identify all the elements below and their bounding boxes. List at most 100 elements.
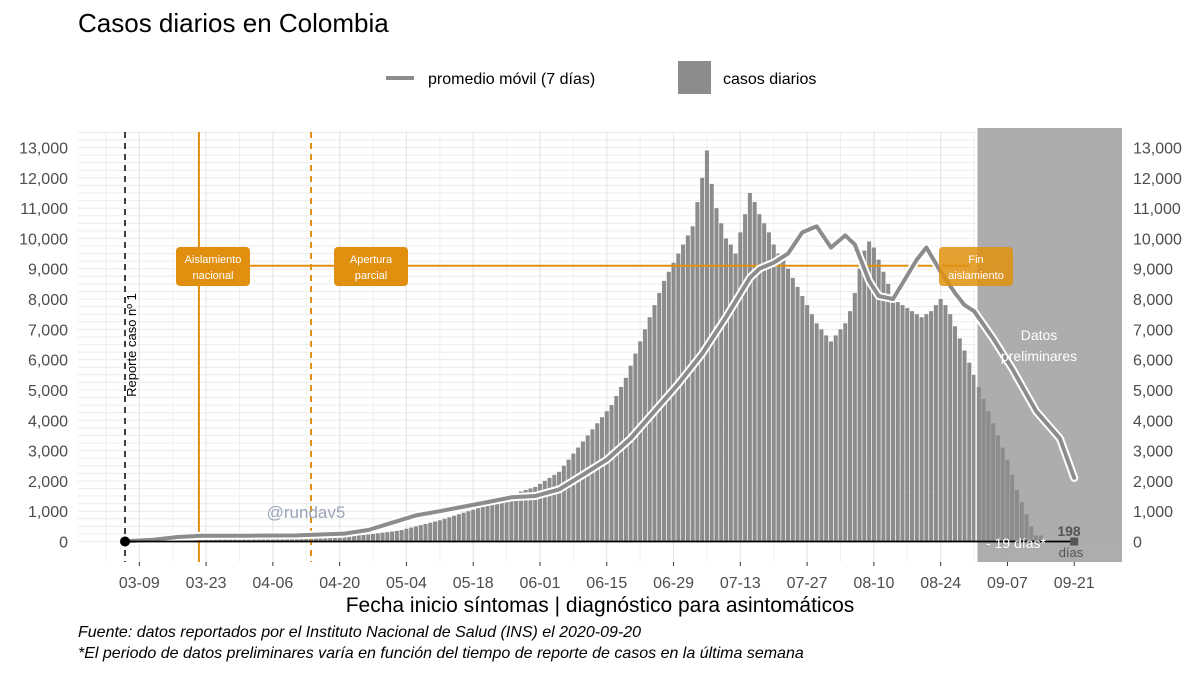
- x-tick-label: 03-09: [119, 575, 160, 592]
- daily-case-bar: [633, 353, 638, 542]
- fin-aislamiento-label-line2: aislamiento: [948, 270, 1004, 282]
- daily-case-bar: [843, 323, 848, 542]
- daily-case-bar: [218, 539, 223, 542]
- daily-case-bar: [609, 405, 614, 542]
- preliminary-label-line2: preliminares: [1001, 348, 1077, 364]
- daily-case-bar: [857, 268, 862, 542]
- daily-case-bar: [490, 500, 495, 542]
- preliminary-bar: [976, 386, 981, 542]
- daily-case-bar: [499, 497, 504, 542]
- daily-case-bar: [781, 259, 786, 542]
- daily-case-bar: [685, 235, 690, 542]
- daily-case-bar: [647, 317, 652, 542]
- daily-case-bar: [475, 508, 481, 542]
- daily-case-bar: [328, 536, 333, 542]
- daily-case-bar: [957, 338, 962, 542]
- daily-case-bar: [933, 305, 938, 542]
- bar-layer: [122, 150, 1043, 542]
- fin-aislamiento-label: Fin aislamiento: [939, 247, 1013, 286]
- axis-layer: 0 0 1,000 1,000 2,000 2,000 3,000 3,000 4,000 4,0…: [19, 141, 1182, 618]
- daily-case-bar: [437, 520, 442, 542]
- daily-case-bar: [828, 341, 833, 542]
- x-tick-label: 06-01: [520, 575, 561, 592]
- daily-case-bar: [390, 531, 395, 542]
- daily-case-bar: [743, 214, 748, 542]
- daily-case-bar: [471, 509, 476, 542]
- legend-line-label: promedio móvil (7 días): [428, 71, 595, 88]
- daily-case-bar: [733, 253, 738, 542]
- y-tick-label-left: 8,000: [28, 292, 68, 309]
- daily-case-bar: [285, 537, 290, 542]
- daily-case-bar: [824, 335, 829, 542]
- y-tick-label-right: 10,000: [1133, 231, 1182, 248]
- fin-aislamiento-label-box: [939, 247, 1013, 286]
- daily-case-bar: [795, 286, 800, 542]
- daily-case-bar: [380, 532, 385, 542]
- daily-case-bar: [375, 533, 380, 542]
- chart-title: Casos diarios en Colombia: [78, 8, 389, 38]
- daily-case-bar: [480, 506, 485, 542]
- daily-case-bar: [757, 214, 762, 542]
- preliminary-bar: [1019, 502, 1024, 542]
- daily-case-bar: [342, 536, 347, 542]
- daily-case-bar: [552, 474, 557, 542]
- daily-case-bar: [819, 329, 824, 542]
- preliminary-label-line1: Datos: [1021, 327, 1058, 343]
- daily-case-bar: [690, 226, 695, 542]
- daily-case-bar: [919, 317, 924, 542]
- daily-case-bar: [371, 533, 376, 542]
- daily-case-bar: [566, 459, 571, 542]
- daily-case-bar: [509, 494, 514, 542]
- daily-case-bar: [442, 518, 447, 542]
- daily-case-bar: [528, 488, 533, 542]
- daily-case-bar: [237, 539, 242, 542]
- x-tick-label: 05-04: [386, 575, 427, 592]
- daily-case-bar: [862, 250, 867, 542]
- preliminary-bar: [1024, 514, 1029, 542]
- daily-case-bar: [914, 314, 919, 542]
- daily-case-bar: [924, 314, 929, 542]
- daily-case-bar: [771, 244, 776, 542]
- apertura-label-box: [334, 247, 408, 286]
- daily-case-bar: [256, 538, 261, 542]
- daily-case-bar: [681, 244, 686, 542]
- apertura-label-line1: Apertura: [350, 254, 393, 266]
- daily-case-bar: [409, 527, 414, 542]
- y-tick-label-right: 2,000: [1133, 474, 1173, 491]
- fin-aislamiento-label-line1: Fin: [968, 254, 983, 266]
- vertical-lines: [124, 132, 970, 562]
- daily-case-bar: [366, 534, 371, 542]
- y-tick-label-right: 3,000: [1133, 444, 1173, 461]
- daily-case-bar: [962, 350, 967, 542]
- daily-case-bar: [313, 536, 318, 542]
- daily-case-bar: [595, 423, 600, 542]
- y-tick-label-right: 4,000: [1133, 413, 1173, 430]
- x-tick-label: 05-18: [453, 575, 494, 592]
- daily-case-bar: [523, 489, 528, 542]
- daily-case-bar: [910, 311, 915, 542]
- daily-case-bar: [399, 529, 404, 542]
- daily-case-bar: [495, 499, 500, 542]
- daily-case-bar: [289, 537, 294, 542]
- daily-case-bar: [246, 538, 252, 542]
- y-tick-label-right: 8,000: [1133, 292, 1173, 309]
- first-case-caption: Reporte caso nº 1: [124, 293, 139, 397]
- daily-case-bar: [852, 292, 857, 542]
- x-tick-label: 07-27: [787, 575, 828, 592]
- daily-case-bar: [394, 530, 399, 542]
- daily-case-bar: [967, 362, 972, 542]
- total-days-number: 198: [1057, 523, 1081, 539]
- daily-case-bar: [790, 277, 795, 542]
- daily-case-bar: [280, 537, 285, 542]
- daily-case-bar: [972, 374, 977, 542]
- days-note: - 19 días*: [986, 535, 1046, 551]
- apertura-label-line2: parcial: [355, 270, 387, 282]
- x-tick-label: 04-20: [319, 575, 360, 592]
- daily-case-bar: [719, 223, 724, 542]
- daily-case-bar: [604, 411, 609, 542]
- legend-bar-label: casos diarios: [723, 71, 816, 88]
- x-tick-label: 07-13: [720, 575, 761, 592]
- daily-case-bar: [666, 271, 671, 542]
- aislamiento-label: Aislamiento nacional: [176, 247, 250, 286]
- y-tick-label-left: 2,000: [28, 474, 68, 491]
